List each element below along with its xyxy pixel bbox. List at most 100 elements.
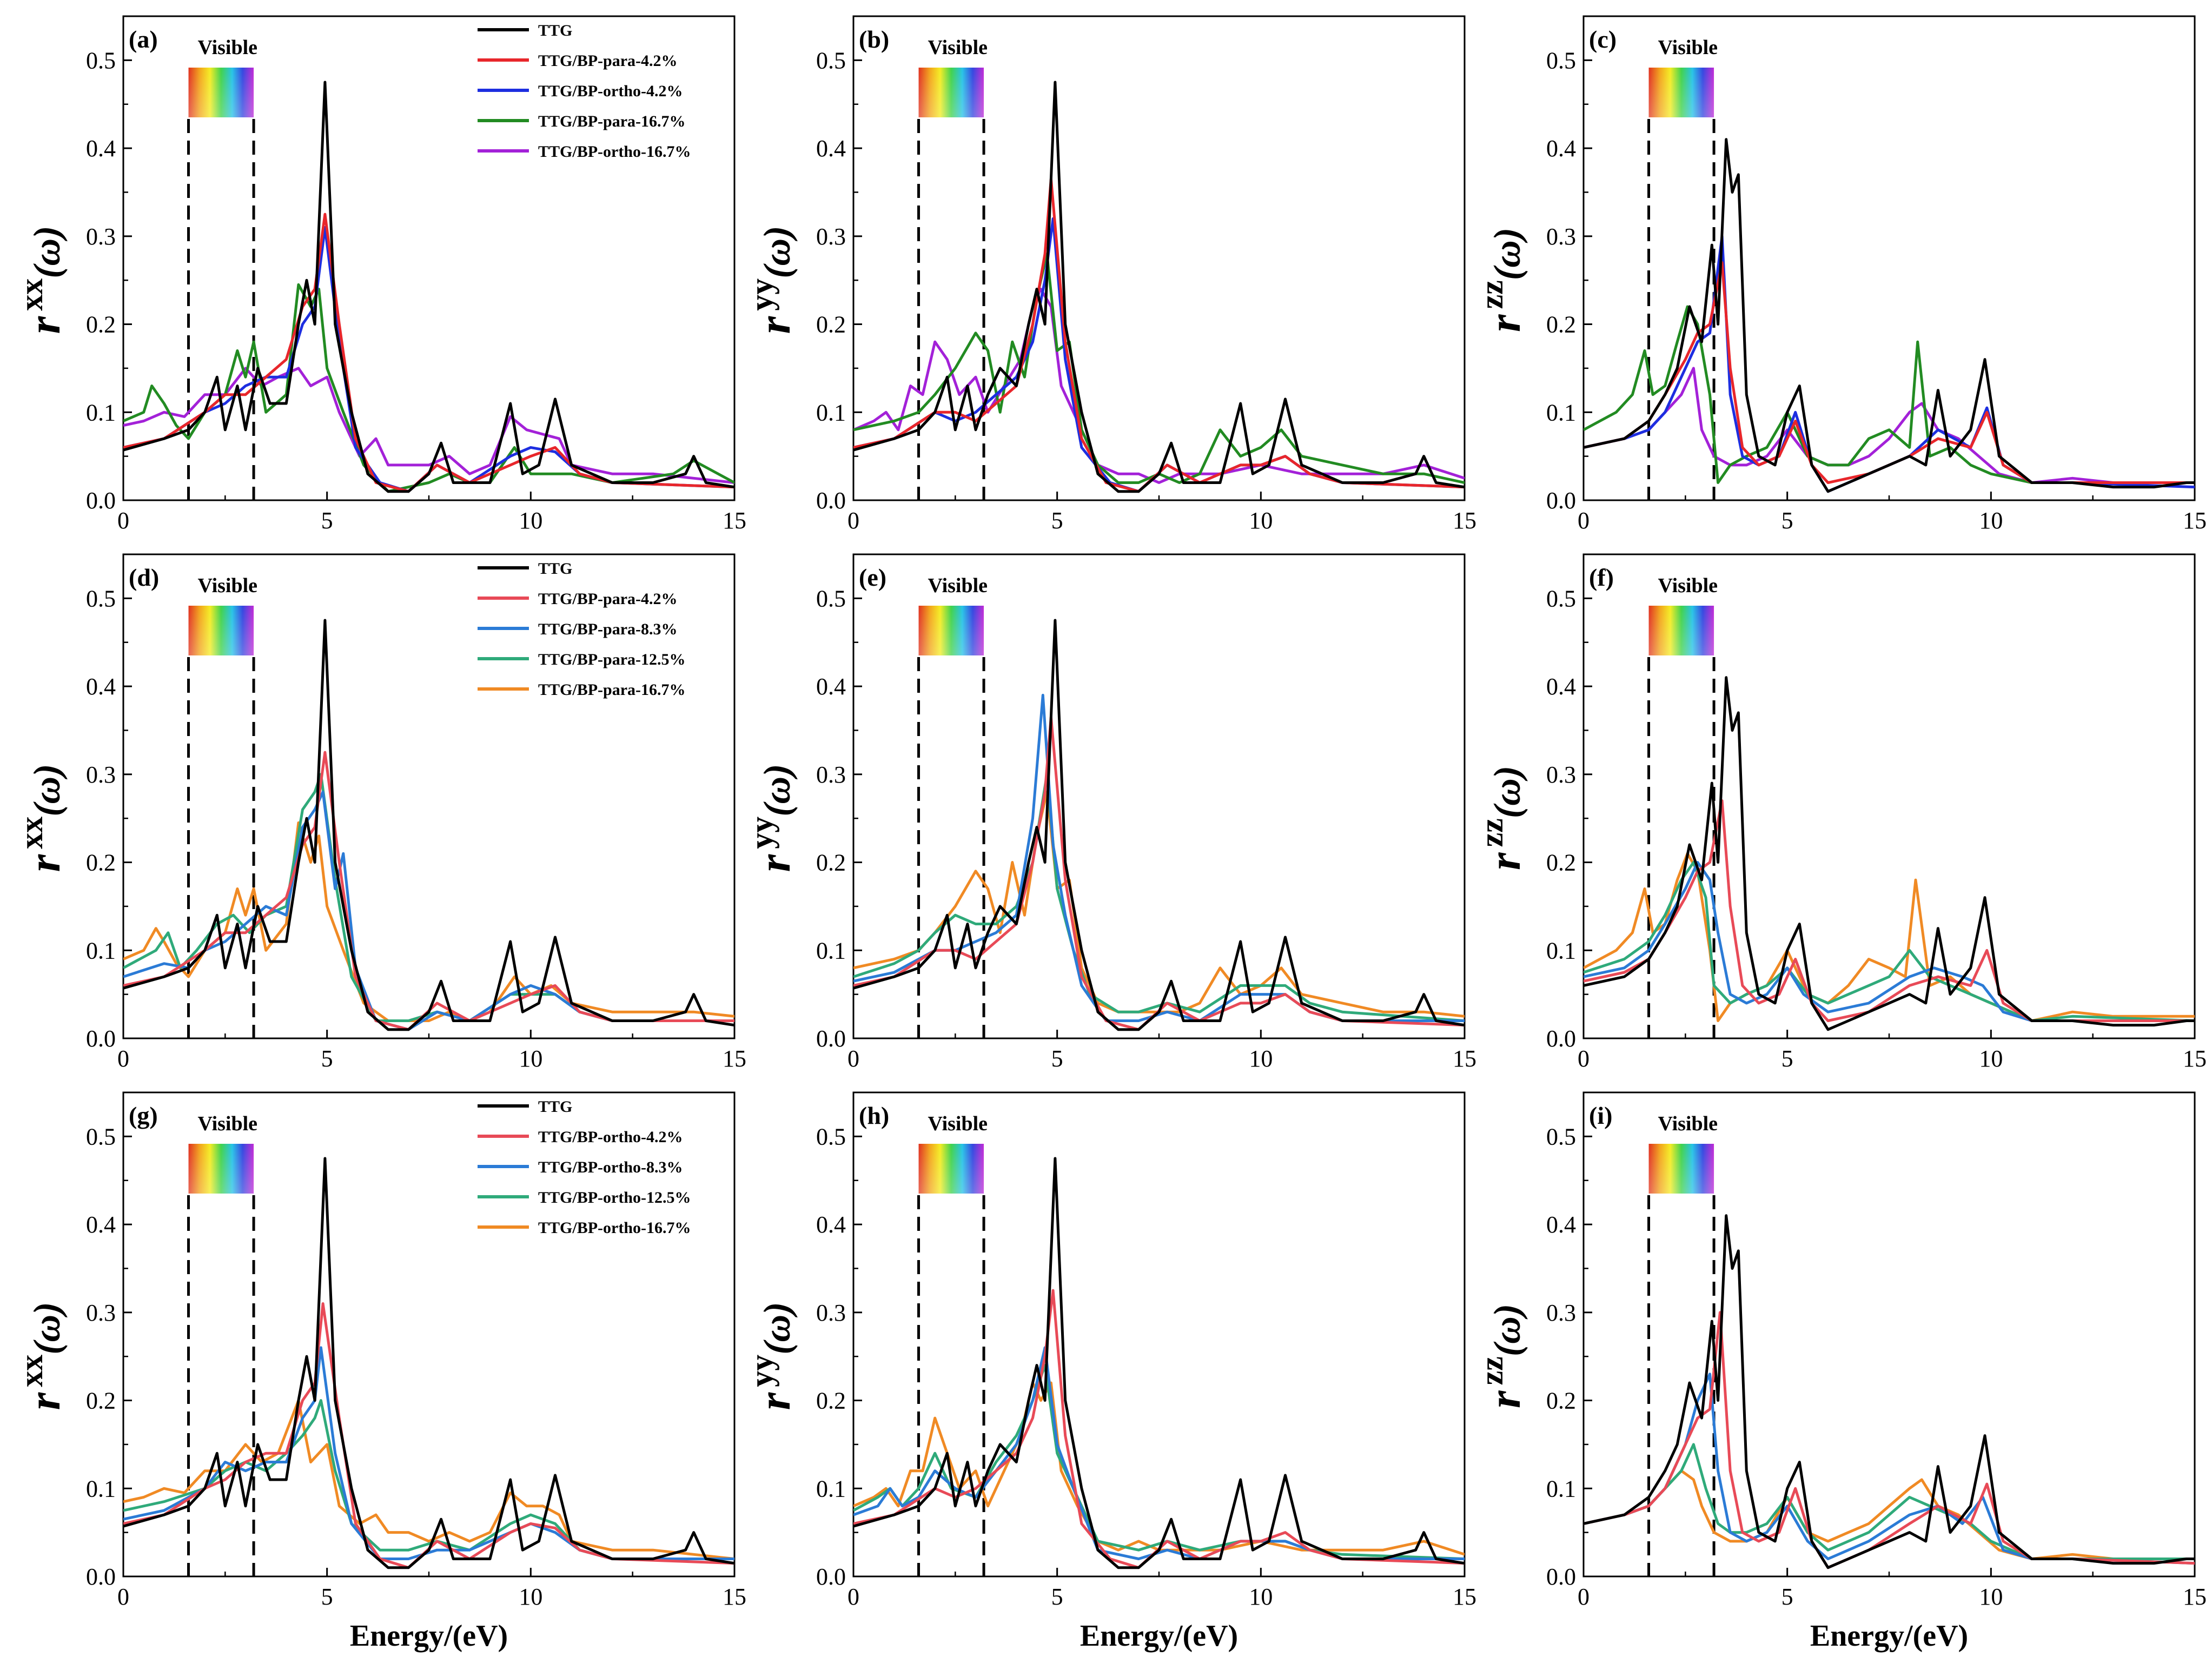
y-axis-label-superscript: zz [1474,280,1509,309]
visible-spectrum-shade [918,1144,984,1194]
series-group [1584,1214,2195,1569]
x-tick-label: 5 [1781,1583,1793,1610]
visible-label: Visible [1658,36,1718,59]
y-axis-label: r xx(ω) [14,226,70,334]
y-axis-label: r zz(ω) [1474,228,1530,332]
y-axis-label-symbol: r [19,315,70,334]
y-axis-label-symbol: r [750,853,800,872]
legend-label: TTG [538,1098,572,1116]
y-tick-label: 0.4 [86,673,116,700]
series-group [1584,138,2195,493]
series-line-ttg [123,619,734,1031]
series-line-ttg-bp-para-4-2- [853,715,1465,1031]
visible-label: Visible [198,36,258,59]
x-tick-label: 10 [1249,1045,1273,1072]
y-axis-label-argument: (ω) [27,226,68,279]
visible-spectrum-shade [918,68,984,117]
legend-label: TTG/BP-ortho-12.5% [538,1189,691,1207]
y-tick-label: 0.4 [1546,673,1576,700]
y-axis-label-superscript: xx [14,817,49,849]
legend-label: TTG/BP-para-16.7% [538,681,686,699]
y-axis-label-argument: (ω) [1487,766,1528,818]
x-tick-label: 5 [1781,507,1793,534]
y-tick-label: 0.1 [86,1475,116,1502]
y-tick-label: 0.4 [1546,135,1576,162]
x-tick-label: 0 [1578,1045,1590,1072]
y-tick-label: 0.1 [816,937,846,964]
series-line-ttg-bp-ortho-16-7- [123,367,734,484]
panel-b: 0 5 10 15 0.0 0.1 0.2 0.3 0.4 0.5 Visible (b) r yy(ω) [744,15,1476,534]
y-tick-label: 0.2 [1546,1388,1576,1414]
x-axis-label: Energy/(eV) [350,1619,508,1653]
y-tick-label: 0.3 [816,223,846,250]
x-tick-label: 5 [1051,507,1063,534]
series-group [853,1157,1465,1569]
y-axis-label: r zz(ω) [1474,1304,1530,1408]
y-tick-label: 0.5 [1546,47,1576,74]
visible-spectrum-shade [1648,1144,1714,1194]
x-axis-label: Energy/(eV) [1810,1619,1968,1653]
y-tick-label: 0.0 [1546,1025,1576,1052]
series-line-ttg-bp-ortho-4-2- [1584,1311,2195,1569]
visible-label: Visible [928,1112,988,1135]
visible-label: Visible [198,574,258,597]
y-axis-label-superscript: yy [744,279,779,311]
y-axis-label-symbol: r [1480,1390,1530,1408]
y-tick-label: 0.5 [86,585,116,612]
panel-label: (h) [859,1102,889,1129]
x-tick-label: 15 [723,1045,746,1072]
y-tick-label: 0.5 [816,585,846,612]
y-tick-label: 0.0 [1546,1563,1576,1590]
panel-label: (g) [129,1102,158,1129]
y-axis-label-argument: (ω) [1487,1304,1528,1356]
y-axis-label-superscript: xx [14,1355,49,1387]
y-tick-label: 0.5 [816,1123,846,1150]
legend-label: TTG/BP-para-4.2% [538,52,678,70]
series-group [853,81,1465,493]
series-group [853,619,1465,1031]
series-line-ttg-bp-ortho-8-3- [853,1346,1465,1560]
x-tick-label: 10 [1979,507,2003,534]
y-axis-label-symbol: r [19,1391,70,1410]
series-line-ttg-bp-para-8-3- [853,693,1465,1022]
visible-label: Visible [1658,1112,1718,1135]
series-line-ttg-bp-ortho-12-5- [1584,1443,2195,1560]
visible-spectrum-shade [188,68,254,117]
y-tick-label: 0.1 [86,399,116,426]
y-axis-label-superscript: yy [744,1355,779,1387]
legend-label: TTG/BP-ortho-4.2% [538,82,683,100]
x-tick-label: 15 [1453,1583,1476,1610]
x-tick-label: 0 [117,507,129,534]
y-axis-label: r yy(ω) [744,764,800,872]
visible-label: Visible [1658,574,1718,597]
y-tick-label: 0.2 [86,312,116,338]
y-tick-label: 0.0 [816,1563,846,1590]
panel-label: (c) [1589,25,1617,53]
x-tick-label: 0 [847,1045,859,1072]
series-line-ttg-bp-para-4-2- [1584,261,2195,484]
panel-g: 0 5 10 15 0.0 0.1 0.2 0.3 0.4 0.5 Visible (g) r xx(ω)… [14,1091,746,1653]
x-tick-label: 5 [1051,1045,1063,1072]
x-tick-label: 10 [1979,1045,2003,1072]
series-line-ttg [853,81,1465,493]
y-tick-label: 0.5 [816,47,846,74]
y-tick-label: 0.3 [86,1300,116,1326]
y-axis-label-argument: (ω) [757,1302,798,1355]
y-tick-label: 0.0 [1546,487,1576,514]
legend-label: TTG/BP-para-4.2% [538,590,678,608]
series-line-ttg [123,1157,734,1569]
y-tick-label: 0.1 [86,937,116,964]
x-tick-label: 15 [1453,1045,1476,1072]
panel-label: (a) [129,25,158,53]
y-tick-label: 0.2 [86,1388,116,1414]
y-axis-label-argument: (ω) [757,764,798,817]
panel-label: (b) [859,25,889,53]
visible-label: Visible [198,1112,258,1135]
panel-h: 0 5 10 15 0.0 0.1 0.2 0.3 0.4 0.5 Visible (h) r yy(ω)… [744,1091,1476,1653]
y-tick-label: 0.3 [816,1300,846,1326]
series-group [1584,676,2195,1031]
y-tick-label: 0.0 [816,1025,846,1052]
y-tick-label: 0.1 [1546,399,1576,426]
y-axis-label-symbol: r [750,1391,800,1410]
legend-label: TTG/BP-para-8.3% [538,620,678,638]
